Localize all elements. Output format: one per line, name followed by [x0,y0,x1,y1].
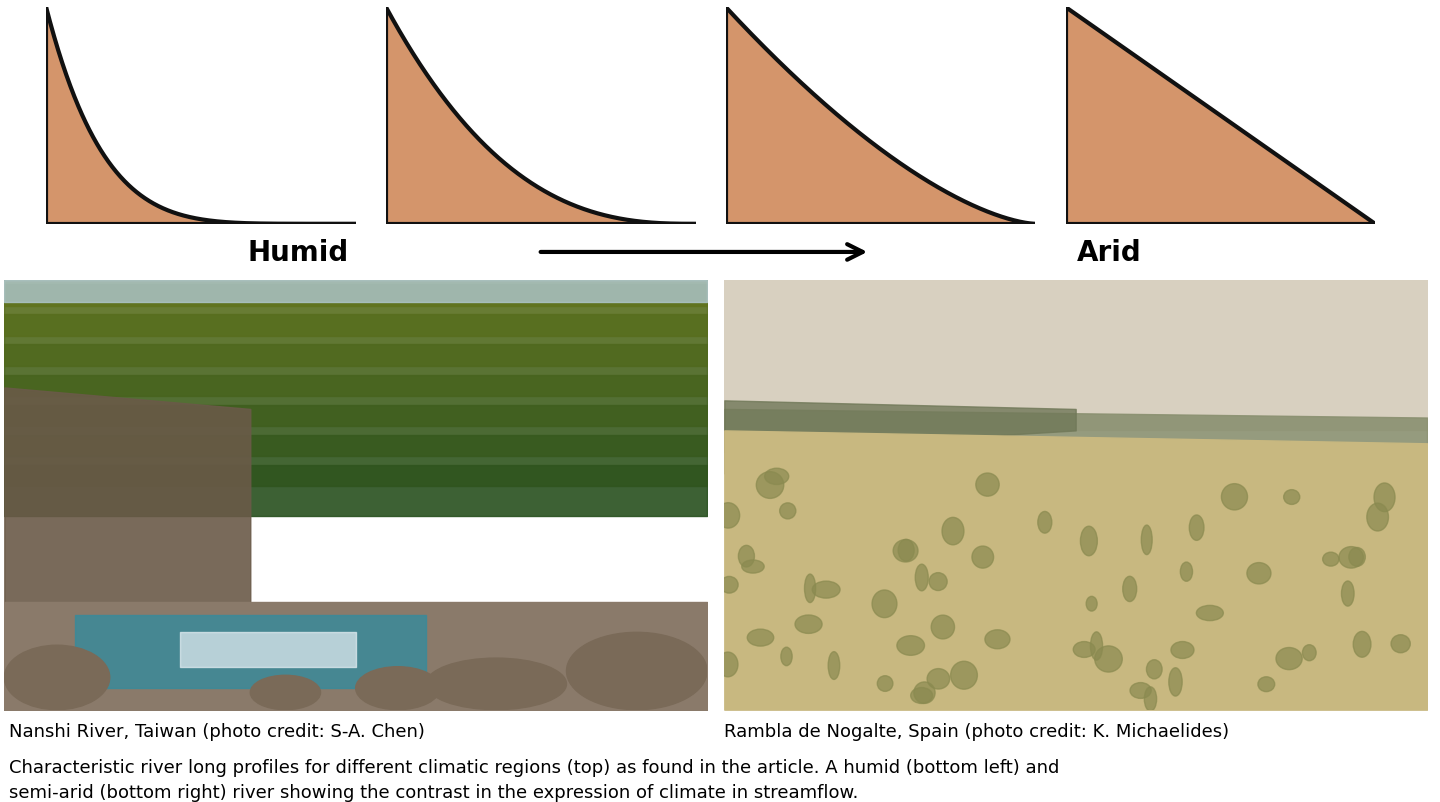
Ellipse shape [985,630,1009,649]
Text: Nanshi River, Taiwan (photo credit: S-A. Chen): Nanshi River, Taiwan (photo credit: S-A.… [9,722,425,739]
Ellipse shape [929,573,948,591]
Ellipse shape [756,472,783,499]
Ellipse shape [1221,484,1247,510]
Ellipse shape [780,647,792,666]
Ellipse shape [1169,668,1182,696]
Ellipse shape [717,652,737,677]
Polygon shape [1066,8,1375,225]
Ellipse shape [914,682,935,703]
Ellipse shape [356,667,441,710]
Polygon shape [726,8,1035,225]
Ellipse shape [942,518,963,545]
Ellipse shape [779,503,796,519]
Ellipse shape [1142,525,1152,555]
Text: semi-arid (bottom right) river showing the contrast in the expression of climate: semi-arid (bottom right) river showing t… [9,783,858,801]
Ellipse shape [1323,553,1339,566]
Ellipse shape [927,669,949,689]
Ellipse shape [812,581,840,598]
Ellipse shape [1349,548,1365,567]
Text: Humid: Humid [248,239,350,266]
Ellipse shape [972,546,994,569]
Ellipse shape [717,503,740,529]
Ellipse shape [747,630,773,646]
Ellipse shape [1080,527,1097,556]
Ellipse shape [739,545,755,567]
Ellipse shape [1374,484,1395,512]
Ellipse shape [1145,687,1156,711]
Ellipse shape [1123,577,1136,602]
Ellipse shape [1339,547,1364,569]
Ellipse shape [4,646,109,710]
Ellipse shape [877,676,893,691]
Ellipse shape [765,468,789,485]
Ellipse shape [1247,563,1272,584]
Ellipse shape [897,636,924,655]
Ellipse shape [1302,645,1316,661]
Ellipse shape [566,633,707,710]
Ellipse shape [893,540,919,562]
Ellipse shape [1171,642,1194,658]
Ellipse shape [795,615,822,634]
Ellipse shape [828,652,840,679]
Ellipse shape [1181,562,1192,581]
Ellipse shape [1090,632,1103,660]
Ellipse shape [1354,632,1371,658]
Ellipse shape [1276,648,1302,670]
Ellipse shape [251,675,321,710]
Ellipse shape [976,473,999,496]
Ellipse shape [873,590,897,618]
Ellipse shape [916,565,929,591]
Ellipse shape [1094,646,1122,672]
Polygon shape [386,8,696,225]
Ellipse shape [932,615,955,639]
Ellipse shape [1130,683,1151,699]
Ellipse shape [910,687,933,703]
Ellipse shape [1189,516,1204,541]
Ellipse shape [899,540,914,561]
Ellipse shape [950,662,978,690]
Ellipse shape [1342,581,1354,606]
Ellipse shape [1038,512,1051,533]
Text: Arid: Arid [1077,239,1142,266]
Ellipse shape [1391,635,1410,653]
Polygon shape [46,8,356,225]
Ellipse shape [805,574,815,603]
Ellipse shape [720,577,739,593]
Text: Characteristic river long profiles for different climatic regions (top) as found: Characteristic river long profiles for d… [9,758,1058,776]
Ellipse shape [1283,490,1300,504]
Ellipse shape [742,561,765,573]
Ellipse shape [1146,660,1162,679]
Text: Rambla de Nogalte, Spain (photo credit: K. Michaelides): Rambla de Nogalte, Spain (photo credit: … [724,722,1230,739]
Ellipse shape [1086,597,1097,611]
Ellipse shape [1197,606,1224,621]
Ellipse shape [1367,504,1388,532]
Ellipse shape [1259,677,1274,692]
Ellipse shape [426,658,566,710]
Ellipse shape [1073,642,1094,658]
